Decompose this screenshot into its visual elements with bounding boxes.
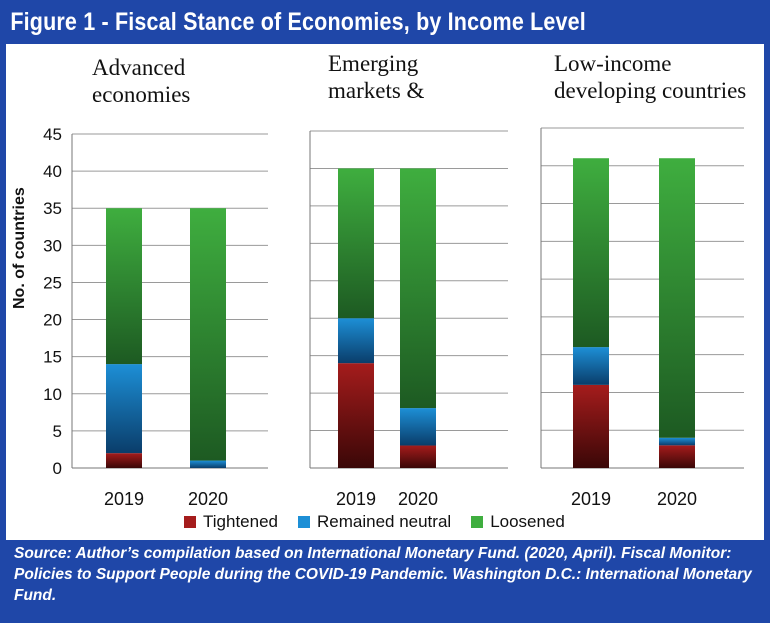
y-tick-label: 10 (43, 385, 62, 404)
panel-title-emerging: Emerging markets & (328, 51, 425, 103)
figure-title: Figure 1 - Fiscal Stance of Economies, b… (10, 7, 586, 36)
bar-tightened (400, 445, 436, 468)
bar-loosened (400, 168, 436, 409)
x-tick-label: 2019 (571, 489, 611, 509)
y-tick-label: 25 (43, 273, 62, 292)
x-tick-label: 2020 (657, 489, 697, 509)
bar-remained-neutral (106, 364, 142, 454)
legend-swatch-tightened (184, 516, 196, 528)
bar-loosened (338, 168, 374, 319)
bar-loosened (659, 158, 695, 438)
chart-svg: 0 5 10 15 20 25 30 35 40 45 2019 2020 2019 2020 2019 20… (43, 125, 744, 509)
bar-loosened (106, 208, 142, 365)
y-tick-label: 0 (53, 459, 62, 478)
panel-title-advanced: Advanced economies (92, 55, 191, 107)
bar-loosened (573, 158, 609, 348)
legend-label-neutral: Remained neutral (316, 512, 452, 531)
bar-remained-neutral (659, 437, 695, 446)
legend-swatch-loosened (471, 516, 484, 528)
title-bar: Figure 1 - Fiscal Stance of Economies, b… (0, 0, 770, 44)
x-tick-label: 2020 (188, 489, 228, 509)
bar-tightened (338, 363, 374, 468)
bar-tightened (659, 445, 695, 468)
bar-tightened (106, 453, 142, 468)
y-tick-label: 35 (43, 199, 62, 218)
bar-remained-neutral (190, 460, 226, 468)
y-tick-label: 20 (43, 311, 62, 330)
y-tick-label: 30 (43, 236, 62, 255)
y-tick-label: 45 (43, 125, 62, 144)
source-note: Source: Author’s compilation based on In… (14, 545, 752, 604)
legend-item-tightened: Tightened (184, 512, 278, 532)
legend: Tightened Remained neutral Loosened (184, 512, 565, 532)
bar-tightened (573, 384, 609, 468)
bar-remained-neutral (338, 318, 374, 364)
x-tick-label: 2019 (104, 489, 144, 509)
bar-remained-neutral (573, 347, 609, 385)
chart-panel: 0 5 10 15 20 25 30 35 40 45 2019 2020 2019 2020 2019 20… (6, 44, 764, 540)
x-tick-label: 2019 (336, 489, 376, 509)
y-tick-label: 15 (43, 348, 62, 367)
legend-item-neutral: Remained neutral (297, 512, 452, 532)
y-tick-label: 5 (53, 422, 62, 441)
panel-title-lowincome: Low-income developing countries (554, 51, 747, 103)
legend-label-loosened: Loosened (490, 512, 565, 531)
y-tick-label: 40 (43, 162, 62, 181)
bar-loosened (190, 208, 226, 461)
y-axis-title: No. of countries (11, 187, 28, 309)
x-tick-label: 2020 (398, 489, 438, 509)
legend-item-loosened: Loosened (471, 512, 565, 532)
legend-label-tightened: Tightened (203, 512, 278, 531)
bar-remained-neutral (400, 408, 436, 446)
legend-swatch-neutral (297, 516, 310, 528)
